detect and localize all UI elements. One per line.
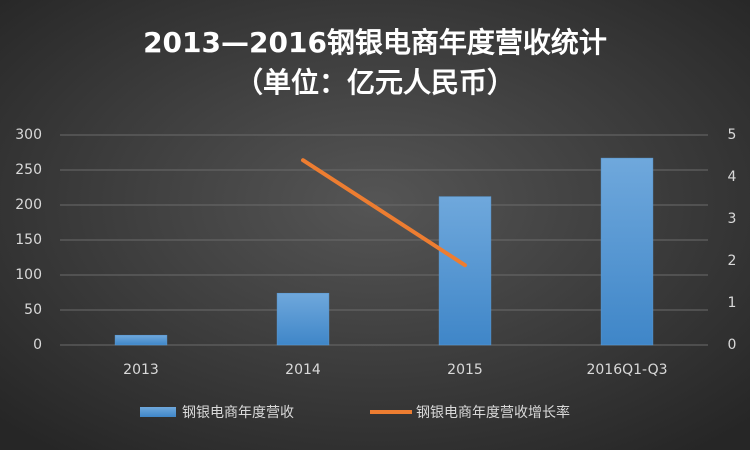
y2-tick-label: 3 (728, 211, 737, 227)
bar (600, 157, 654, 346)
y-tick-label: 250 (15, 162, 42, 178)
bar (114, 334, 168, 346)
y2-tick-label: 5 (728, 127, 737, 143)
y2-tick-label: 2 (728, 253, 737, 269)
legend-label: 钢银电商年度营收增长率 (416, 404, 570, 421)
y-tick-label: 0 (33, 337, 42, 353)
chart-title: 2013—2016钢银电商年度营收统计 (143, 26, 607, 59)
y-tick-label: 300 (15, 127, 42, 143)
y2-tick-label: 1 (728, 295, 737, 311)
y2-tick-label: 4 (728, 169, 737, 185)
legend-label: 钢银电商年度营收 (182, 405, 294, 421)
y-tick-label: 200 (15, 197, 42, 213)
bar (276, 292, 330, 346)
y-tick-label: 100 (15, 267, 42, 283)
x-tick-label: 2016Q1-Q3 (586, 362, 667, 378)
line (301, 158, 467, 268)
y-tick-label: 50 (24, 302, 42, 318)
legend-swatch (140, 407, 176, 417)
x-tick-label: 2013 (123, 362, 159, 378)
x-tick-label: 2014 (285, 362, 321, 378)
x-tick-label: 2015 (447, 362, 483, 378)
chart-subtitle: （单位：亿元人民币） (235, 66, 515, 99)
y-tick-label: 150 (15, 232, 42, 248)
y2-tick-label: 0 (728, 337, 737, 353)
bar (438, 196, 492, 346)
